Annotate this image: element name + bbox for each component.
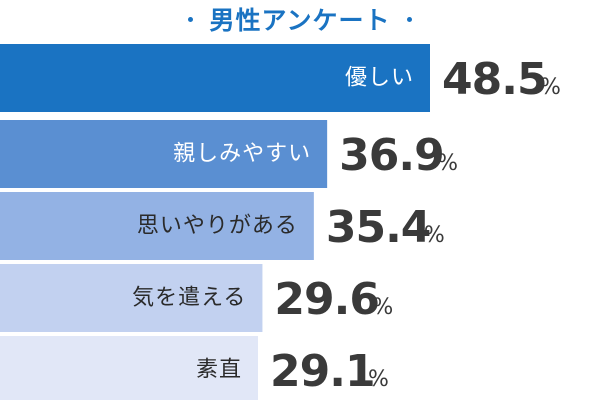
bar-value-unit: %	[540, 75, 561, 100]
bar-category-label: 素直	[196, 358, 242, 383]
bar	[0, 336, 258, 400]
bar	[0, 264, 263, 332]
title-bullet-right	[406, 16, 412, 22]
bar-value-unit: %	[372, 295, 393, 320]
bar	[0, 120, 328, 188]
chart-title: 男性アンケート	[209, 6, 391, 35]
bar-value-label: 35.4	[326, 202, 431, 253]
bar-value-unit: %	[424, 223, 445, 248]
bar-value-label: 48.5	[442, 54, 547, 105]
bar-value-label: 29.6	[274, 274, 379, 325]
bar-category-label: 思いやりがある	[137, 214, 298, 239]
bar-value-unit: %	[437, 151, 458, 176]
bar	[0, 44, 430, 112]
title-bullet-left	[188, 16, 194, 22]
bar	[0, 192, 314, 260]
bar-value-label: 29.1	[270, 346, 375, 397]
bar-value-label: 36.9	[339, 130, 444, 181]
chart-title-row: 男性アンケート	[0, 0, 600, 38]
bar-category-label: 優しい	[345, 66, 414, 91]
bar-value-unit: %	[368, 367, 389, 392]
bar-category-label: 親しみやすい	[173, 142, 311, 167]
bar-category-label: 気を遣える	[132, 286, 246, 311]
